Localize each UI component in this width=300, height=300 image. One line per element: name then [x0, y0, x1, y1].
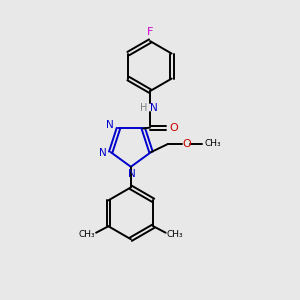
Text: N: N: [99, 148, 106, 158]
Text: N: N: [106, 121, 114, 130]
Text: N: N: [128, 169, 136, 178]
Text: F: F: [147, 27, 153, 37]
Text: CH₃: CH₃: [78, 230, 95, 239]
Text: CH₃: CH₃: [167, 230, 183, 239]
Text: O: O: [169, 123, 178, 133]
Text: O: O: [183, 139, 192, 149]
Text: CH₃: CH₃: [205, 140, 221, 148]
Text: N: N: [150, 103, 158, 113]
Text: H: H: [140, 103, 147, 113]
